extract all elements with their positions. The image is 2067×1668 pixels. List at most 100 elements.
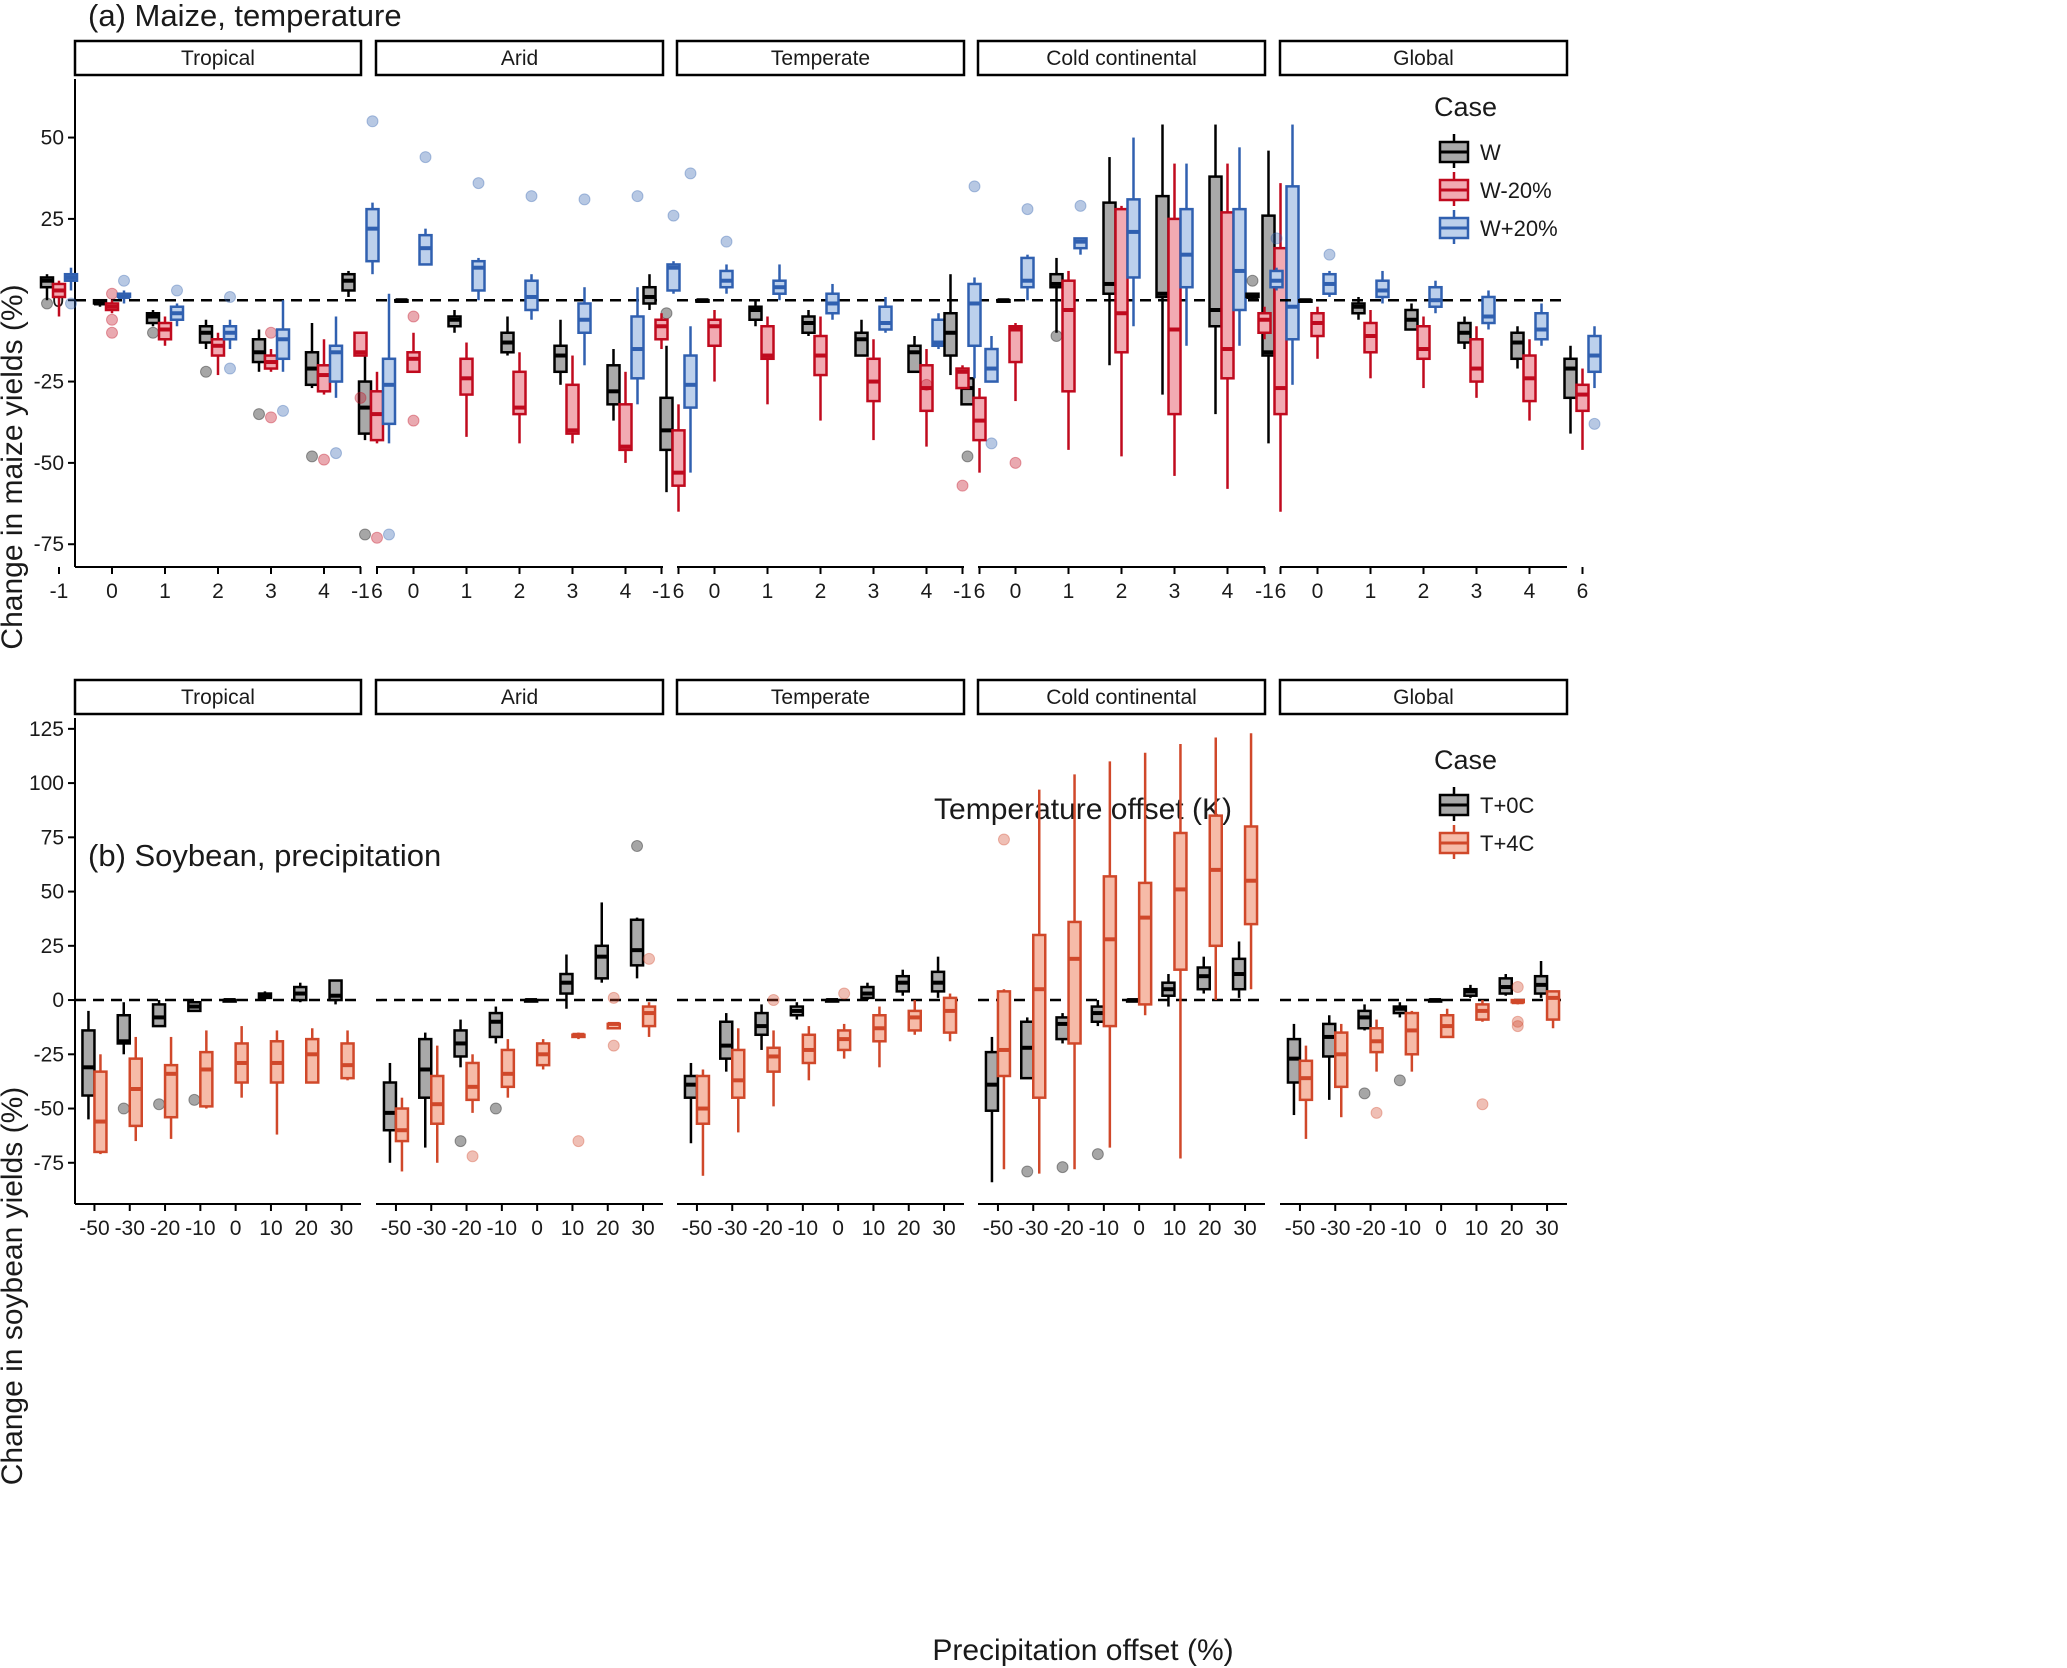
box-iqr xyxy=(1167,217,1182,416)
box-w-20-1 xyxy=(1269,232,1284,291)
y-tick-label: 25 xyxy=(41,935,64,958)
box-t-4c-20 xyxy=(1067,774,1082,1170)
box-t-0c-10 xyxy=(559,954,574,1009)
box-iqr xyxy=(512,370,527,416)
box-iqr xyxy=(1243,825,1259,926)
box-iqr xyxy=(1534,311,1549,341)
box-t-0c-20 xyxy=(1196,956,1211,994)
outlier-point xyxy=(383,528,395,541)
legend-title: Case xyxy=(1434,745,1497,775)
box-t-4c-20 xyxy=(766,994,781,1107)
box-iqr xyxy=(328,344,344,383)
facet-strip-label: Tropical xyxy=(181,47,255,70)
box-w-20-2 xyxy=(1114,205,1129,457)
box-w-20-4 xyxy=(1534,303,1549,346)
panel-a-title: (a) Maize, temperature xyxy=(88,0,402,33)
box-iqr xyxy=(406,351,421,374)
x-tick-label: 0 xyxy=(230,1217,242,1240)
x-tick-label: 30 xyxy=(631,1217,654,1240)
box-w-20-1 xyxy=(169,284,185,327)
outlier-point xyxy=(466,1150,479,1163)
facet-strip xyxy=(675,678,966,716)
box-w-3 xyxy=(553,319,568,385)
x-tick-label: 10 xyxy=(259,1217,282,1240)
box-iqr xyxy=(553,344,568,374)
x-tick-label: -10 xyxy=(1089,1217,1119,1240)
outlier-point xyxy=(968,180,981,193)
legend-entry-w-20: W+20% xyxy=(1438,210,1558,244)
box-t-4c-50 xyxy=(93,1054,108,1155)
x-tick-label: 1 xyxy=(762,580,774,603)
box-w-1 xyxy=(1245,274,1260,301)
legend-entry-t-4c: T+4C xyxy=(1438,825,1535,859)
legend-entry-w-20: W-20% xyxy=(1438,172,1552,206)
box-iqr xyxy=(1208,175,1223,328)
box-iqr xyxy=(1032,933,1047,1099)
box-w-20-4 xyxy=(316,339,332,466)
y-tick-label: 0 xyxy=(52,989,64,1012)
panel-a-ylabel: Change in maize yields (%) xyxy=(0,284,29,649)
box-t-4c-20 xyxy=(163,1036,179,1139)
legend: Case T+0C T+4C xyxy=(1434,745,1535,859)
facet-strip xyxy=(675,39,966,77)
x-tick-label: 6 xyxy=(1275,580,1287,603)
outlier-point xyxy=(631,190,644,203)
outlier-point xyxy=(117,1102,130,1115)
facet-strip-label: Cold continental xyxy=(1046,686,1197,709)
panel-arid: Arid -50 -30 -20 -10 0 10 20 30 xyxy=(374,678,665,1240)
box-t-4c-30 xyxy=(1243,733,1259,990)
box-w-1 xyxy=(748,300,763,327)
outlier-point xyxy=(1588,417,1601,430)
x-tick-label: -50 xyxy=(79,1217,109,1240)
facet-strip xyxy=(73,39,363,77)
facet-strip xyxy=(374,678,665,716)
x-tick-label: 20 xyxy=(1198,1217,1221,1240)
outlier-point xyxy=(1050,330,1063,343)
box-t-4c-20 xyxy=(465,1054,480,1163)
outlier-point xyxy=(200,365,212,378)
box-t-0c-30 xyxy=(719,1013,734,1072)
box-iqr xyxy=(1020,1020,1035,1080)
x-tick-label: 2 xyxy=(815,580,827,603)
x-tick-label: 10 xyxy=(862,1217,885,1240)
outlier-point xyxy=(985,437,998,450)
box-t-0c-30 xyxy=(328,979,343,1005)
x-tick-label: 1 xyxy=(1063,580,1075,603)
x-tick-label: 0 xyxy=(709,580,721,603)
legend: Case W W-20% W+20% xyxy=(1434,92,1558,244)
x-tick-label: 3 xyxy=(567,580,579,603)
x-tick-label: 1 xyxy=(159,580,171,603)
outlier-point xyxy=(631,840,644,853)
box-t-0c-10 xyxy=(1161,974,1176,1007)
box-w-20-1 xyxy=(459,342,474,437)
facet-strip-label: Global xyxy=(1393,686,1454,709)
box-w-20-1 xyxy=(1257,306,1272,340)
box-iqr xyxy=(565,383,580,435)
box-w-6 xyxy=(1261,150,1276,444)
outlier-point xyxy=(1511,981,1524,994)
x-tick-label: -20 xyxy=(451,1217,481,1240)
box-t-0c-10 xyxy=(789,1002,805,1020)
box-w-20-1 xyxy=(760,316,775,405)
box-w-20-1 xyxy=(157,316,173,346)
box-iqr xyxy=(1196,966,1211,991)
box-iqr xyxy=(1102,875,1118,1028)
box-iqr xyxy=(683,354,698,409)
box-t-0c-20 xyxy=(453,1019,468,1148)
panel-cold-continental: Cold continental -1 0 1 2 3 4 6 xyxy=(943,39,1300,603)
box-t-0c-30 xyxy=(1322,1015,1337,1100)
outlier-point xyxy=(1511,1015,1524,1028)
facet-strip-label: Global xyxy=(1393,47,1454,70)
legend-title: Case xyxy=(1434,92,1497,122)
box-w-4 xyxy=(304,323,320,463)
box-iqr xyxy=(984,1050,1000,1112)
box-iqr xyxy=(382,1081,398,1132)
box-iqr xyxy=(1114,207,1129,354)
box-iqr xyxy=(1173,831,1188,971)
y-tick-label: 125 xyxy=(29,718,64,741)
x-tick-label: 1 xyxy=(461,580,473,603)
box-iqr xyxy=(1220,211,1235,380)
box-w-20-0 xyxy=(719,235,734,294)
outlier-point xyxy=(224,290,236,303)
